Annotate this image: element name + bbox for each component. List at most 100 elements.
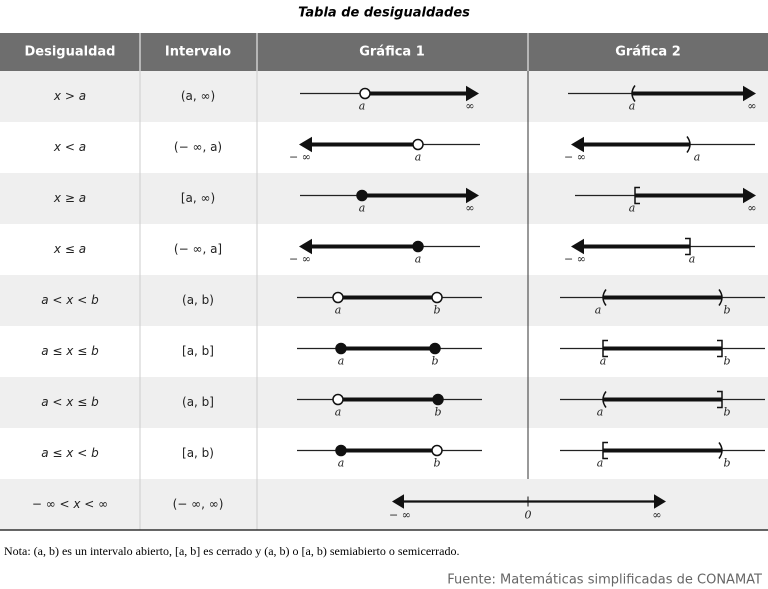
arrow-head — [299, 136, 312, 153]
graph-label: a — [335, 304, 342, 317]
graph-label: a — [689, 253, 696, 266]
graph-label: a — [694, 151, 701, 164]
bracket — [634, 186, 640, 205]
inequality: x ≤ a — [53, 242, 86, 256]
graph-label: b — [431, 355, 438, 368]
graph-label: − ∞ — [564, 151, 586, 164]
bracket — [631, 85, 636, 102]
arrow-head — [299, 238, 312, 255]
bracket — [602, 339, 608, 358]
table-title: Tabla de desigualdades — [298, 6, 470, 21]
bracket — [717, 390, 723, 409]
bracket — [602, 289, 607, 306]
inequality: x > a — [53, 89, 86, 103]
graph-label: b — [723, 355, 730, 368]
endpoint — [429, 342, 441, 355]
endpoint — [335, 342, 347, 355]
bracket — [602, 441, 608, 460]
inequality: x ≥ a — [53, 191, 86, 205]
graph-label: − ∞ — [289, 151, 311, 164]
row-bg — [0, 122, 768, 173]
arrow-head — [571, 136, 584, 153]
source: Fuente: Matemáticas simplificadas de CON… — [447, 573, 762, 588]
header-bg — [0, 33, 768, 71]
header-cell: Gráfica 2 — [615, 45, 681, 60]
interval: (a, b) — [182, 293, 214, 307]
bracket — [718, 442, 723, 459]
bracket — [602, 391, 607, 408]
row-bg — [0, 479, 768, 530]
bracket — [718, 289, 723, 306]
inequality: a ≤ x < b — [41, 446, 99, 460]
interval: (− ∞, ∞) — [173, 497, 224, 511]
interval: [a, b] — [182, 344, 214, 358]
graph-label: − ∞ — [564, 253, 586, 266]
inequality: a ≤ x ≤ b — [41, 344, 99, 358]
header-cell: Gráfica 1 — [359, 45, 425, 60]
inequality: a < x ≤ b — [41, 395, 99, 409]
interval: [a, b) — [182, 446, 214, 460]
arrow-head — [743, 187, 756, 204]
graph-label: a — [338, 457, 345, 470]
interval: (− ∞, a) — [174, 140, 222, 154]
graph-label: a — [359, 100, 366, 113]
graph-label: a — [595, 304, 602, 317]
graph-label: ∞ — [465, 100, 474, 113]
graph-label: ∞ — [747, 202, 756, 215]
arrow-head — [466, 85, 479, 102]
graph-label: a — [629, 100, 636, 113]
graph-label: b — [723, 406, 730, 419]
endpoint — [431, 444, 443, 457]
graph-label: a — [600, 355, 607, 368]
graph-label: b — [434, 406, 441, 419]
interval: (a, ∞) — [181, 89, 215, 103]
graph-label: − ∞ — [389, 509, 411, 522]
arrow-head — [743, 85, 756, 102]
graph-label: a — [335, 406, 342, 419]
graph-label: b — [723, 304, 730, 317]
row-bg — [0, 71, 768, 122]
graph-label: a — [629, 202, 636, 215]
graph-label: a — [597, 457, 604, 470]
graph-label: a — [415, 151, 422, 164]
row-bg — [0, 224, 768, 275]
note: Nota: (a, b) es un intervalo abierto, [a… — [4, 544, 459, 558]
graph-label: a — [597, 406, 604, 419]
interval: (a, b] — [182, 395, 214, 409]
endpoint — [412, 138, 424, 151]
row-bg — [0, 275, 768, 326]
row-bg — [0, 377, 768, 428]
interval: [a, ∞) — [181, 191, 215, 205]
endpoint — [431, 291, 443, 304]
arrow-head — [466, 187, 479, 204]
graph-label: b — [723, 457, 730, 470]
graph-label: ∞ — [652, 509, 661, 522]
graph-label: a — [359, 202, 366, 215]
graph-label: b — [433, 457, 440, 470]
inequality: − ∞ < x < ∞ — [32, 497, 108, 511]
endpoint — [432, 393, 444, 406]
row-bg — [0, 428, 768, 479]
interval: (− ∞, a] — [174, 242, 222, 256]
inequality: x < a — [53, 140, 86, 154]
endpoint — [359, 87, 371, 100]
graph-label: a — [415, 253, 422, 266]
endpoint — [335, 444, 347, 457]
graph-label: − ∞ — [289, 253, 311, 266]
bracket — [685, 237, 691, 256]
row-bg — [0, 173, 768, 224]
endpoint — [332, 291, 344, 304]
endpoint — [332, 393, 344, 406]
graph-label: a — [338, 355, 345, 368]
header-cell: Desigualdad — [25, 45, 116, 60]
endpoint — [412, 240, 424, 253]
graph-label: 0 — [525, 509, 532, 522]
header-cell: Intervalo — [165, 45, 231, 60]
arrow-head — [392, 494, 404, 509]
graph-label: ∞ — [465, 202, 474, 215]
graph-label: ∞ — [747, 100, 756, 113]
table-body: x > a (a, ∞) a ∞ a ∞ x < a (− ∞, a) − ∞ a − ∞ a x ≥ … — [0, 71, 768, 531]
endpoint — [356, 189, 368, 202]
graph-label: b — [433, 304, 440, 317]
